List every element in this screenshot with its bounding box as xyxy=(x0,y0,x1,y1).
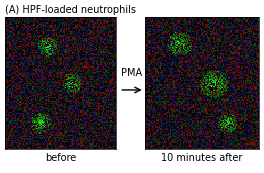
Text: before: before xyxy=(45,153,76,163)
Text: 10 minutes after: 10 minutes after xyxy=(161,153,243,163)
Text: (A) HPF-loaded neutrophils: (A) HPF-loaded neutrophils xyxy=(5,5,136,15)
Text: PMA: PMA xyxy=(121,68,143,78)
